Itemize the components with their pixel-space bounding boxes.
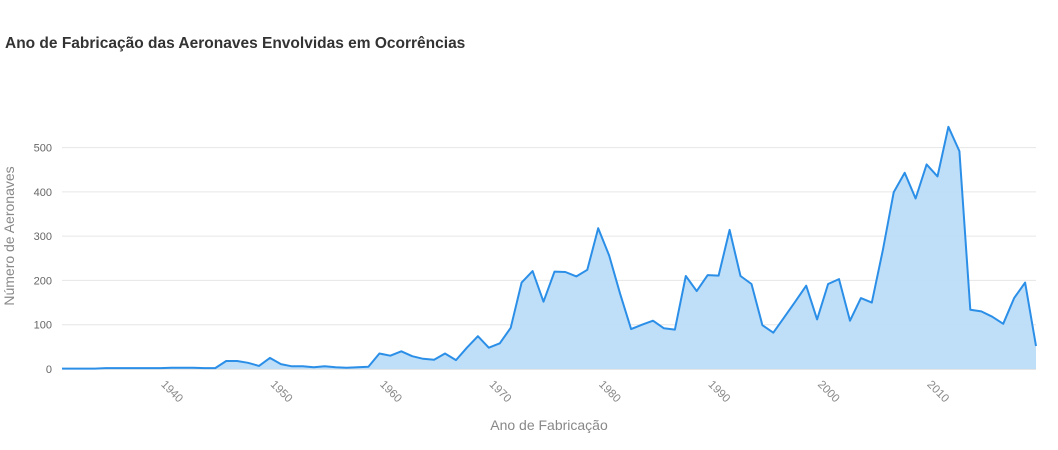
series-line [62,125,1037,370]
x-tick-label: 2010 [924,379,951,406]
y-axis-title: Número de Aeronaves [1,166,17,305]
y-tick-label: 500 [34,143,52,155]
series-area [62,126,1036,369]
x-tick-label: 2000 [815,379,842,406]
x-tick-label: 1980 [596,379,623,406]
x-axis: 1940 1950 1960 1970 1980 1990 2000 2010 [158,379,951,406]
y-tick-label: 400 [34,187,52,199]
x-tick-label: 1940 [158,379,185,406]
y-tick-label: 100 [34,320,52,332]
x-tick-label: 1970 [487,379,514,406]
y-tick-label: 0 [46,364,52,376]
y-axis: 0 100 200 300 400 500 [34,143,52,376]
chart-title: Ano de Fabricação das Aeronaves Envolvid… [5,35,466,52]
y-tick-label: 200 [34,275,52,287]
x-tick-label: 1950 [268,379,295,406]
y-tick-label: 300 [34,231,52,243]
x-axis-title: Ano de Fabricação [490,417,608,433]
x-tick-label: 1990 [706,379,733,406]
plot-area [62,125,1037,370]
x-tick-label: 1960 [377,379,404,406]
